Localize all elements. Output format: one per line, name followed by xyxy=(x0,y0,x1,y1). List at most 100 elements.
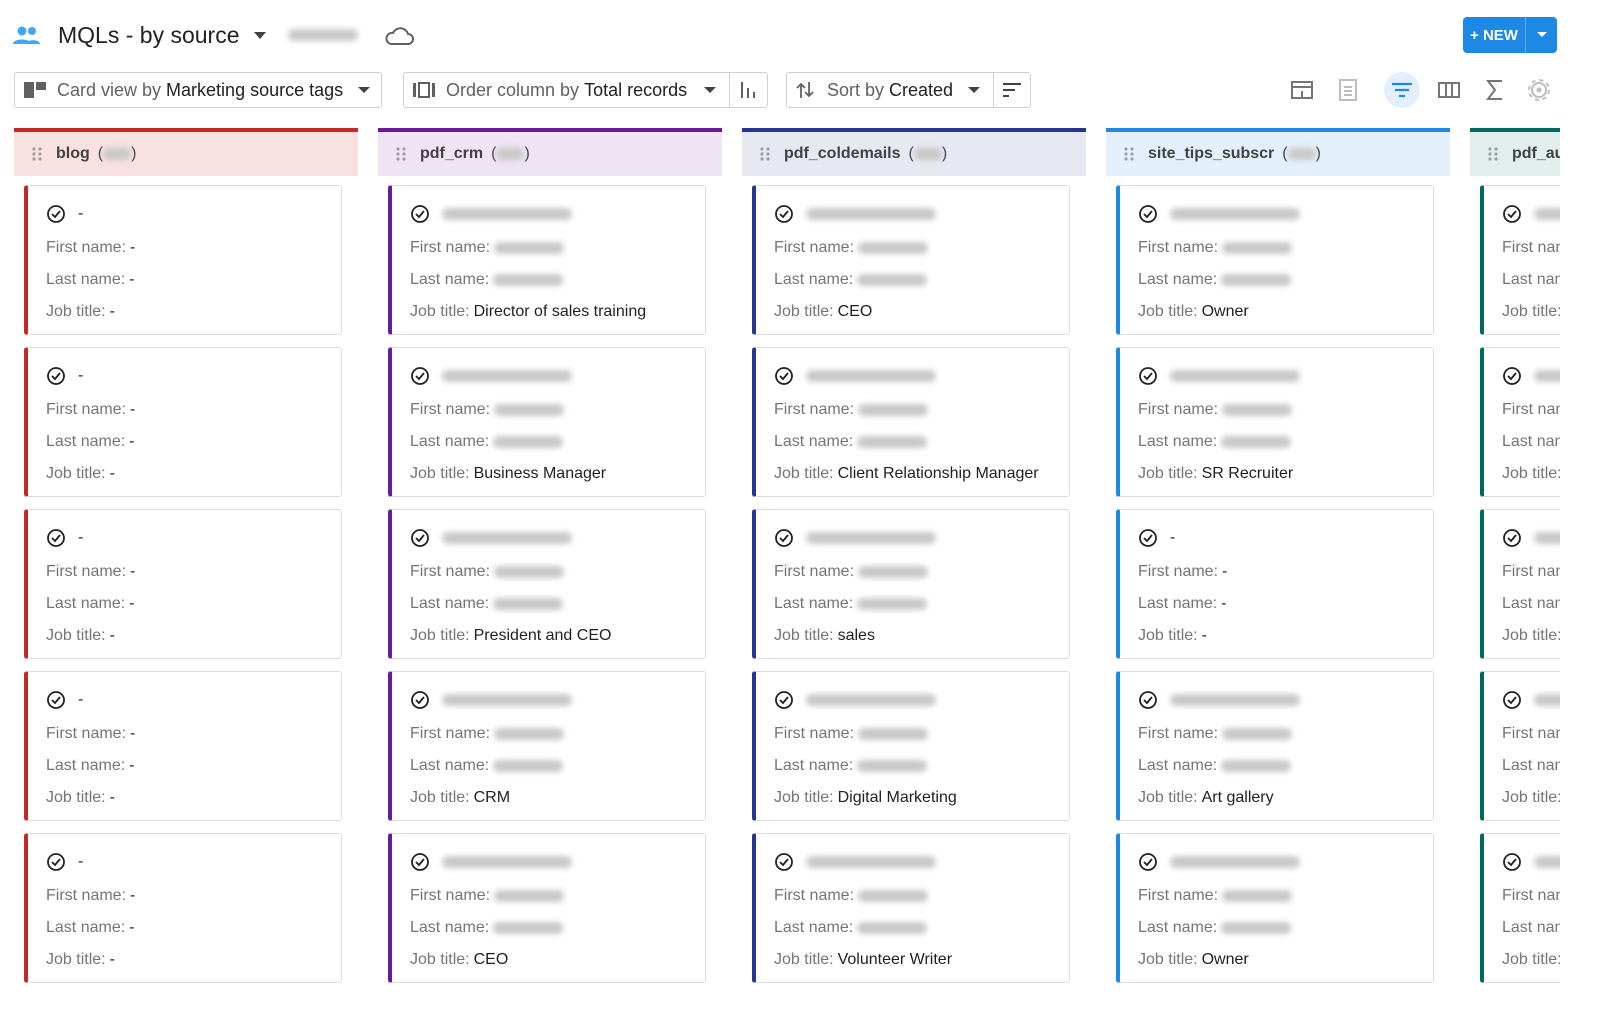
record-card[interactable]: First name: Last name: Job title: xyxy=(1480,833,1560,983)
new-caret[interactable] xyxy=(1536,30,1548,40)
record-card[interactable]: First name: Last name: Job title: xyxy=(1480,509,1560,659)
bracket: ) xyxy=(941,145,948,162)
field-label: First name: xyxy=(1502,239,1560,256)
record-card[interactable]: First name: Last name: Job title: SR Recrui… xyxy=(1116,347,1434,497)
record-card[interactable]: - First name: - Last name: - Job title: - xyxy=(24,833,342,983)
blurred-text xyxy=(806,369,936,382)
blurred-text xyxy=(857,921,928,934)
blurred-text xyxy=(1221,273,1292,286)
field-value: - xyxy=(109,789,115,806)
record-card[interactable]: First name: Last name: Job title: Director … xyxy=(388,185,706,335)
record-card[interactable]: - First name: - Last name: - Job title: - xyxy=(1116,509,1434,659)
column-name: blog xyxy=(56,145,90,162)
record-card[interactable]: First name: Last name: Job title: xyxy=(1480,671,1560,821)
blurred-text xyxy=(493,273,564,286)
card-field: First name: xyxy=(774,562,929,582)
record-card[interactable]: First name: Last name: Job title: Owner xyxy=(1116,833,1434,983)
record-card[interactable]: First name: Last name: Job title: Business … xyxy=(388,347,706,497)
blurred-text xyxy=(913,147,942,160)
field-label: Last name: xyxy=(1502,595,1560,612)
blurred-tag xyxy=(288,29,358,41)
sum-icon[interactable] xyxy=(1485,80,1502,100)
record-card[interactable]: First name: Last name: Job title: xyxy=(1480,185,1560,335)
blurred-text xyxy=(1222,403,1293,416)
record-card[interactable]: First name: Last name: Job title: sales xyxy=(752,509,1070,659)
card-field: First name: - xyxy=(46,562,135,582)
blurred-text xyxy=(442,855,572,868)
card-field: First name: xyxy=(1138,238,1293,258)
card-field: Last name: - xyxy=(46,918,134,938)
record-card[interactable]: First name: Last name: Job title: CRM xyxy=(388,671,706,821)
settings-icon[interactable] xyxy=(1528,79,1550,101)
record-card[interactable]: - First name: - Last name: - Job title: - xyxy=(24,671,342,821)
field-label: Last name: xyxy=(1138,271,1218,288)
sort-order-icon[interactable] xyxy=(1002,82,1022,98)
field-label: Job title: xyxy=(46,789,106,806)
card-field: First name: xyxy=(1138,724,1293,744)
record-card[interactable]: First name: Last name: Job title: Client Re… xyxy=(752,347,1070,497)
card-field: First name: - xyxy=(46,400,135,420)
column: site_tips_subscr () First name: Last name: J… xyxy=(1106,128,1450,1010)
field-label: First name: xyxy=(774,401,855,418)
card-view-dropdown[interactable]: Card view by Marketing source tags xyxy=(14,72,382,108)
filter-icon[interactable] xyxy=(1392,82,1412,98)
columns-icon[interactable] xyxy=(1438,82,1460,98)
blurred-text xyxy=(1170,693,1300,706)
bracket: ( xyxy=(1282,145,1288,162)
record-card[interactable]: - First name: - Last name: - Job title: - xyxy=(24,347,342,497)
record-card[interactable]: First name: Last name: Job title: CEO xyxy=(388,833,706,983)
blurred-text xyxy=(1170,369,1300,382)
column: pdf_au()First name:Last name:Job title:F… xyxy=(1470,128,1560,1010)
field-label: Last name: xyxy=(774,433,854,450)
card-field: First name: xyxy=(1502,400,1560,420)
record-card[interactable]: First name: Last name: Job title: Volunteer… xyxy=(752,833,1070,983)
field-value: - xyxy=(130,401,136,418)
field-label: Job title: xyxy=(1502,303,1560,320)
blurred-text xyxy=(806,693,936,706)
order-direction-icon[interactable] xyxy=(740,80,758,100)
card-field: First name: xyxy=(1502,886,1560,906)
sort-dropdown[interactable]: Sort by Created xyxy=(786,72,1031,108)
new-button[interactable]: + NEW xyxy=(1463,17,1557,53)
blurred-text xyxy=(494,727,565,740)
blurred-text xyxy=(858,889,929,902)
field-label: Last name: xyxy=(46,919,126,936)
blurred-text xyxy=(1534,531,1560,544)
field-label: Last name: xyxy=(410,757,490,774)
card-field: Last name: xyxy=(1502,270,1560,290)
card-field: First name: xyxy=(1502,238,1560,258)
blurred-text xyxy=(858,727,929,740)
column-name: pdf_crm xyxy=(420,145,484,162)
card-field: Job title: sales xyxy=(774,626,875,646)
column-header: blog () xyxy=(14,128,358,176)
card-view-prefix: Card view by xyxy=(57,79,162,100)
record-card[interactable]: First name: Last name: Job title: President… xyxy=(388,509,706,659)
title-caret[interactable] xyxy=(252,30,268,42)
blurred-text xyxy=(1534,207,1560,220)
record-card[interactable]: First name: Last name: Job title: xyxy=(1480,347,1560,497)
order-dropdown[interactable]: Order column by Total records xyxy=(403,72,768,108)
layout-icon[interactable] xyxy=(1291,81,1313,99)
blurred-text xyxy=(494,889,565,902)
record-card[interactable]: First name: Last name: Job title: Digital M… xyxy=(752,671,1070,821)
card-field: Job title: Director of sales training xyxy=(410,302,646,322)
card-field: Job title: xyxy=(1502,464,1560,484)
card-field: First name: - xyxy=(46,886,135,906)
view-title[interactable]: MQLs - by source xyxy=(58,22,240,48)
card-field: Job title: - xyxy=(46,302,115,322)
record-card[interactable]: First name: Last name: Job title: Owner xyxy=(1116,185,1434,335)
field-value: Owner xyxy=(1201,303,1249,320)
field-label: First name: xyxy=(410,563,491,580)
blurred-text xyxy=(442,693,572,706)
card-field: Last name: xyxy=(1138,918,1292,938)
clipboard-icon[interactable] xyxy=(1339,79,1357,101)
record-card[interactable]: First name: Last name: Job title: CEO xyxy=(752,185,1070,335)
record-card[interactable]: - First name: - Last name: - Job title: - xyxy=(24,185,342,335)
board: blog() - First name: - Last name: - Job title:… xyxy=(0,128,1560,1010)
toolbar-icons xyxy=(1291,72,1550,108)
field-label: Job title: xyxy=(46,627,106,644)
field-label: Last name: xyxy=(1502,919,1560,936)
record-card[interactable]: First name: Last name: Job title: Art galle… xyxy=(1116,671,1434,821)
record-card[interactable]: - First name: - Last name: - Job title: - xyxy=(24,509,342,659)
blurred-text xyxy=(494,403,565,416)
